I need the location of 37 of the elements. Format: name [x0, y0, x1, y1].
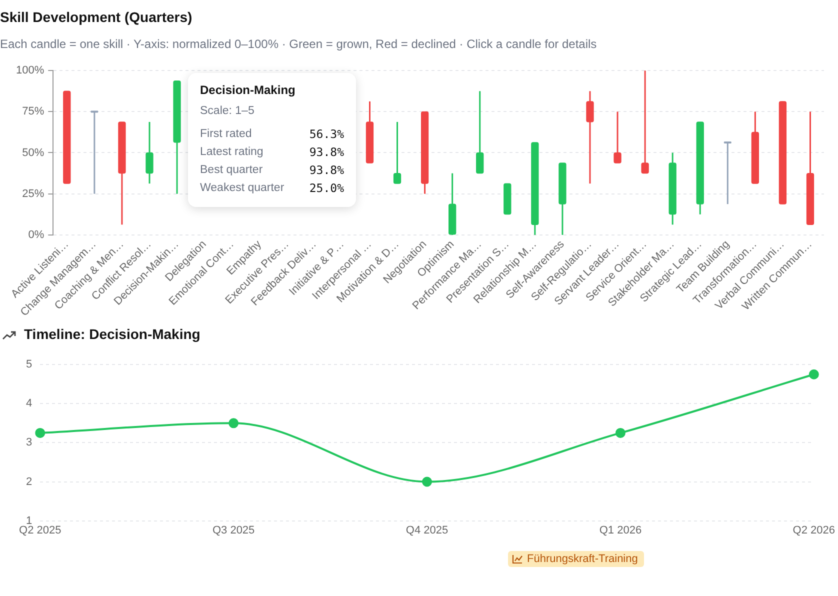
annotation: 93.8% [309, 162, 344, 179]
annotation: Scale: 1–5 [200, 105, 256, 117]
annotation: 56.3% [309, 126, 344, 143]
x-tick-label: Q3 2025 [212, 524, 255, 536]
y-tick-label: 0% [28, 228, 44, 241]
annotation: First rated [200, 127, 252, 142]
annotation: 25.0% [309, 180, 344, 197]
annotation: Weakest quarter [200, 181, 284, 196]
x-tick-label: Q4 2025 [406, 524, 448, 536]
point [228, 418, 239, 428]
chart-subtitle: Each candle = one skill · Y-axis: normalized 0–100% · Green = grown, Red = declined · Click a candle for details [0, 37, 597, 51]
candlestick [504, 183, 512, 215]
annotation: Decision-Making [200, 83, 296, 97]
y-tick-label: 75% [22, 106, 44, 118]
candlestick [778, 100, 787, 205]
chart-title: Skill Development (Quarters) [0, 9, 192, 25]
text: Führungskraft-Training [527, 553, 638, 565]
y-tick-label: 3 [26, 436, 32, 449]
y-tick-label: 4 [26, 398, 32, 410]
y-tick-label: 25% [22, 188, 44, 200]
point [808, 369, 819, 380]
x-tick-label: Q2 2026 [792, 524, 835, 536]
y-tick-label: 50% [22, 146, 44, 159]
y-tick-label: 1 [26, 514, 32, 527]
x-tick-label: Q2 2025 [19, 524, 62, 536]
point [35, 428, 46, 438]
y-tick-label: 5 [26, 358, 32, 371]
candlestick [63, 90, 71, 184]
point [422, 476, 432, 487]
chart-title: Timeline: Decision-Making [24, 326, 200, 342]
y-tick-label: 2 [26, 476, 32, 488]
annotation: Best quarter [200, 163, 263, 178]
y-tick-label: 100% [16, 64, 44, 77]
annotation: Latest rating [200, 145, 264, 160]
point [615, 428, 626, 438]
x-tick-label: Q1 2026 [599, 524, 642, 536]
annotation: 93.8% [309, 144, 344, 161]
